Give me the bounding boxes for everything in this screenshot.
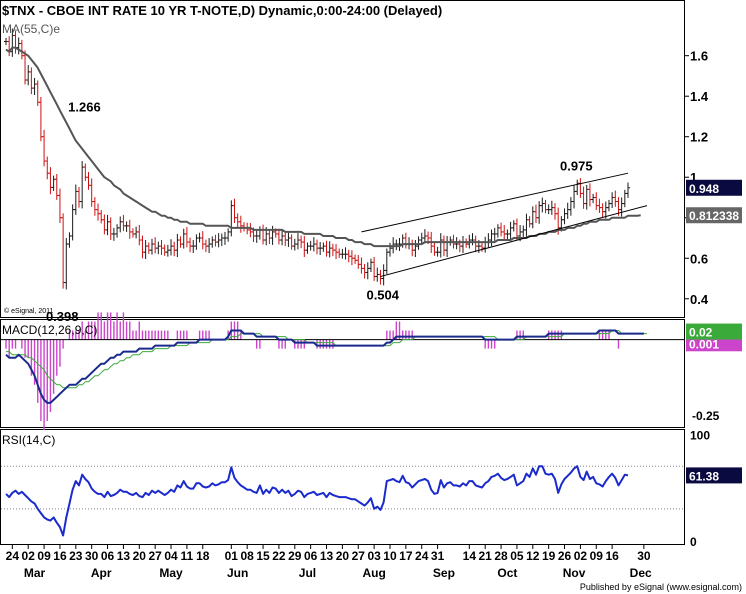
date-label: 15 [256, 549, 270, 563]
date-label: 28 [494, 549, 508, 563]
date-label: 09 [37, 549, 51, 563]
ma-indicator-label: MA(55,C)e [2, 22, 60, 36]
macd-signal-badge: 0.001 [689, 337, 719, 351]
last-price-badge: 0.948 [689, 182, 719, 196]
date-label: 16 [605, 549, 619, 563]
date-axis: 24 02 09 16 23 30 06 13 20 27 04 11 18 01 08 15 22 29 06 13… [6, 545, 652, 580]
date-label: 23 [69, 549, 83, 563]
price-axis-label: 0.6 [690, 251, 708, 266]
date-label: 20 [133, 549, 147, 563]
date-label: 27 [352, 549, 366, 563]
price-axis-label: 0.4 [690, 292, 709, 307]
month-label: Aug [362, 566, 385, 580]
rsi-axis-label: 0 [690, 535, 697, 549]
date-label: 09 [590, 549, 604, 563]
month-label: Mar [24, 566, 46, 580]
date-label: 24 [415, 549, 429, 563]
rsi-indicator-label: RSI(14,C) [2, 433, 55, 447]
month-label: Sep [433, 566, 455, 580]
month-label: Jun [227, 566, 248, 580]
date-label: 12 [526, 549, 540, 563]
price-annotation: 1.266 [68, 99, 101, 114]
macd-value-badge: 0.02 [689, 326, 713, 340]
macd-panel-frame [0, 319, 685, 428]
date-label: 11 [181, 549, 194, 563]
date-label: 27 [148, 549, 162, 563]
ma-value-badge: 0.812338 [689, 209, 739, 223]
macd-indicator-label: MACD(12,26,9,C) [2, 323, 97, 337]
rsi-panel [1, 465, 684, 537]
date-label: 20 [336, 549, 350, 563]
price-panel-frame [0, 0, 685, 318]
moving-average-line [5, 46, 641, 248]
date-label: 24 [6, 549, 20, 563]
date-label: 05 [510, 549, 524, 563]
rsi-axis-label: 100 [690, 428, 710, 442]
price-bar [626, 182, 630, 198]
date-label: 14 [463, 549, 477, 563]
date-label: 21 [479, 549, 493, 563]
esignal-watermark: © eSignal, 2011 [4, 307, 54, 315]
rsi-value-badge: 61.38 [689, 469, 719, 483]
macd-axis-label: -0.25 [692, 409, 720, 423]
trend-channel-line [380, 205, 648, 277]
date-label: 30 [637, 549, 651, 563]
price-axis-label: 1.4 [690, 89, 709, 104]
date-label: 17 [399, 549, 413, 563]
date-label: 06 [304, 549, 318, 563]
date-label: 02 [574, 549, 588, 563]
date-label: 19 [542, 549, 556, 563]
publisher-footer: Published by eSignal (www.esignal.com) [580, 582, 742, 592]
price-axis-label: 1.2 [690, 130, 708, 145]
date-label: 02 [22, 549, 36, 563]
price-axis-label: 1 [690, 170, 697, 185]
date-label: 03 [367, 549, 381, 563]
date-label: 01 [225, 549, 239, 563]
date-label: 30 [85, 549, 99, 563]
date-label: 08 [241, 549, 255, 563]
price-annotation: 0.398 [46, 309, 79, 324]
panel-frames [0, 0, 685, 545]
price-annotation: 0.975 [560, 158, 593, 173]
date-label: 10 [383, 549, 397, 563]
macd-value-badge-bg [686, 323, 742, 340]
month-label: Apr [91, 566, 112, 580]
chart-title: $TNX - CBOE INT RATE 10 YR T-NOTE,D) Dyn… [2, 3, 442, 18]
rsi-line [5, 465, 629, 537]
month-label: Dec [630, 566, 652, 580]
date-label: 04 [164, 549, 178, 563]
rsi-axis: 0 100 61.38 [686, 428, 742, 549]
macd-panel [1, 312, 684, 431]
trend-channel-line [361, 172, 629, 233]
date-label: 26 [558, 549, 572, 563]
date-label: 29 [288, 549, 302, 563]
macd-line [5, 329, 644, 404]
date-label: 31 [431, 549, 445, 563]
price-axis-label: 1.6 [690, 49, 708, 64]
rsi-panel-frame [0, 429, 685, 545]
date-label: 13 [320, 549, 334, 563]
month-label: May [159, 566, 183, 580]
last-price-badge-bg [686, 179, 742, 196]
month-label: Nov [563, 566, 586, 580]
date-label: 18 [196, 549, 210, 563]
rsi-value-badge-bg [686, 467, 742, 484]
ma-value-badge-bg [686, 207, 742, 224]
date-label: 22 [272, 549, 286, 563]
month-label: Jul [299, 566, 316, 580]
price-annotation: 0.504 [366, 288, 399, 303]
price-panel: 1.266 0.398 0.504 0.975 [4, 28, 648, 324]
date-label: 06 [101, 549, 115, 563]
date-label: 16 [53, 549, 67, 563]
date-label: 13 [117, 549, 131, 563]
month-label: Oct [497, 566, 517, 580]
